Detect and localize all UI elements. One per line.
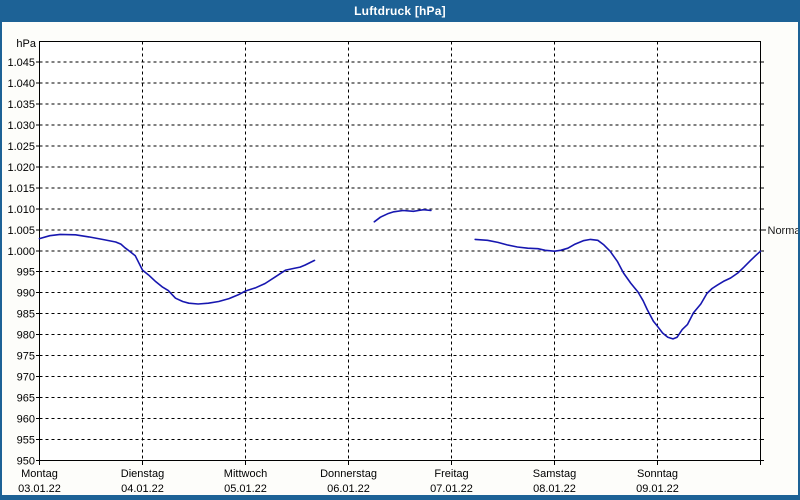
y-axis-tick-label: 980 [17, 330, 35, 342]
x-axis-day-label: Freitag [434, 468, 468, 480]
y-axis-tick-label: 1.035 [7, 99, 35, 111]
y-axis-tick-label: 965 [17, 393, 35, 405]
chart-content-area: 950 955 960 965 970 975 980 985 990 995 1.000 1.005… [2, 22, 800, 495]
y-axis-unit-label: hPa [16, 38, 36, 50]
x-axis-day-label: Montag [21, 468, 58, 480]
x-axis-date-label: 09.01.22 [636, 483, 679, 495]
y-axis-tick-label: 995 [17, 267, 35, 279]
x-axis-day-label: Samstag [533, 468, 576, 480]
axis-ticks [36, 61, 764, 465]
y-axis-tick-label: 970 [17, 372, 35, 384]
title-bar: Luftdruck [hPa] [0, 0, 800, 22]
y-axis-tick-label: 1.040 [7, 78, 35, 90]
x-axis-date-label: 05.01.22 [224, 483, 267, 495]
x-axis-day-label: Mittwoch [224, 468, 267, 480]
x-axis-day-label: Dienstag [121, 468, 164, 480]
x-axis-day-label: Donnerstag [320, 468, 377, 480]
y-axis-tick-label: 1.000 [7, 246, 35, 258]
y-axis-tick-label: 955 [17, 435, 35, 447]
y-axis-tick-label: 950 [17, 456, 35, 468]
pressure-chart-svg: 950 955 960 965 970 975 980 985 990 995 1.000 1.005… [7, 38, 800, 495]
window-title: Luftdruck [hPa] [354, 4, 446, 18]
y-axis-tick-label: 985 [17, 309, 35, 321]
y-axis-tick-label: 1.010 [7, 204, 35, 216]
y-axis-tick-label: 1.030 [7, 120, 35, 132]
x-axis-day-label: Sonntag [637, 468, 678, 480]
x-axis-date-label: 04.01.22 [121, 483, 164, 495]
y-axis-tick-label: 1.020 [7, 162, 35, 174]
gridlines [39, 41, 761, 461]
pressure-line-segment [373, 208, 432, 223]
y-axis-tick-label: 1.025 [7, 141, 35, 153]
pressure-line-segment [474, 238, 762, 340]
y-axis-tick-label: 990 [17, 288, 35, 300]
normal-label: Normal [768, 225, 799, 237]
x-axis-date-label: 03.01.22 [18, 483, 61, 495]
x-axis-date-label: 07.01.22 [430, 483, 473, 495]
y-axis-tick-label: 975 [17, 351, 35, 363]
pressure-line-segment [38, 233, 316, 305]
x-axis-date-label: 06.01.22 [327, 483, 370, 495]
y-axis-tick-label: 960 [17, 414, 35, 426]
y-axis-tick-label: 1.045 [7, 57, 35, 69]
x-axis-date-label: 08.01.22 [533, 483, 576, 495]
y-axis-tick-label: 1.005 [7, 225, 35, 237]
y-axis-tick-label: 1.015 [7, 183, 35, 195]
